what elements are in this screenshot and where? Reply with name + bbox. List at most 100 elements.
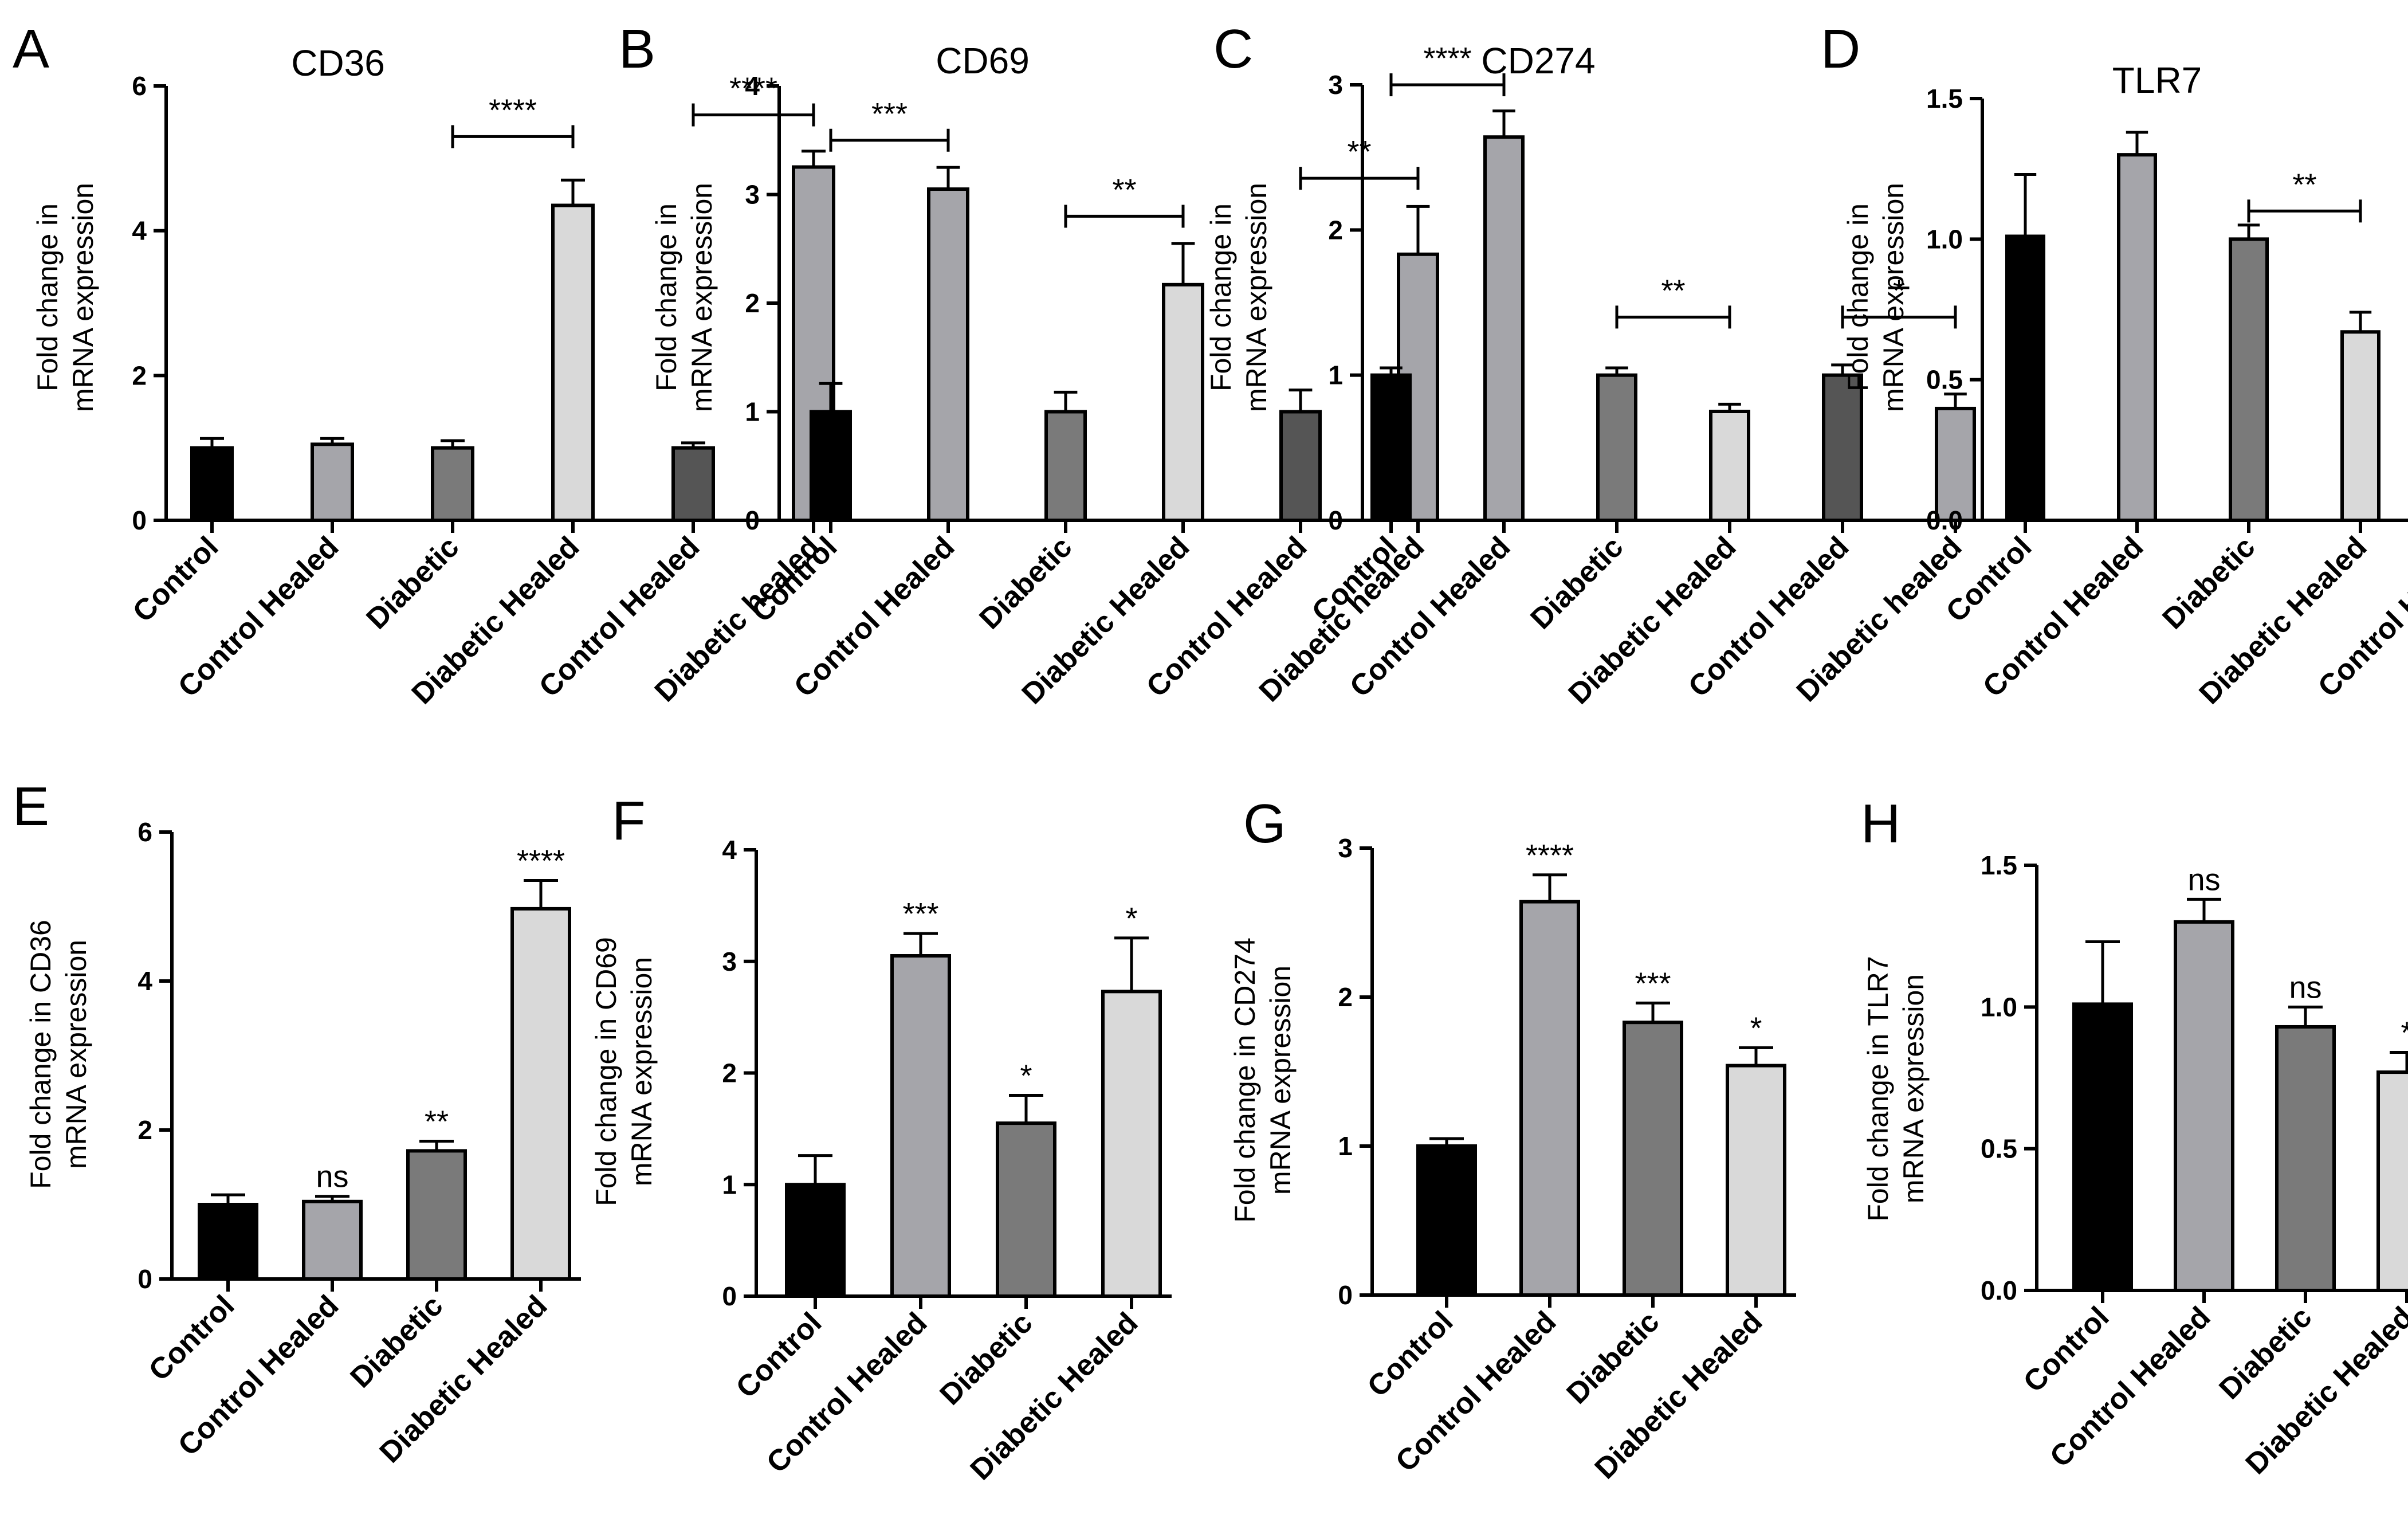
significance-label: *: [1020, 1058, 1032, 1093]
bar: [890, 954, 951, 1298]
x-tick-label: Control: [127, 530, 225, 629]
panel-letter: F: [612, 790, 646, 852]
y-tick-label: 1.0: [1981, 992, 2017, 1022]
bar: [2072, 1002, 2133, 1293]
y-axis-label-line-2: mRNA expression: [686, 183, 718, 412]
bar: [2005, 234, 2045, 522]
y-axis-label-line-2: mRNA expression: [626, 957, 658, 1186]
bracket-label: ****: [729, 72, 777, 106]
y-tick-label: 2: [1328, 215, 1343, 245]
bar: [1370, 373, 1412, 523]
y-tick-label: 0: [1338, 1280, 1353, 1310]
x-tick-label: Diabetic Healed: [2240, 1300, 2408, 1481]
y-tick-label: 0: [722, 1281, 737, 1311]
y-axis-label: Fold change in TLR7 mRNA expression: [1862, 956, 1930, 1221]
y-tick-label: 4: [132, 216, 147, 246]
bar: [810, 410, 852, 522]
y-axis-label: Fold change in CD69 mRNA expression: [590, 937, 658, 1206]
y-tick-label: 0.0: [1926, 505, 1963, 535]
bracket-label: *: [1893, 273, 1905, 308]
y-tick-label: 4: [722, 835, 737, 865]
panel-g: G Fold change in CD274 mRNA expression 0…: [1229, 793, 1796, 1485]
y-axis-label-line-2: mRNA expression: [1264, 966, 1297, 1195]
bar: [1709, 410, 1750, 522]
bar: [198, 1203, 258, 1281]
y-tick-label: 1: [1328, 360, 1343, 390]
x-tick-label: Diabetic: [1560, 1305, 1665, 1410]
y-axis-label: Fold change in mRNA expression: [1205, 183, 1272, 412]
bracket-label: ****: [489, 93, 537, 127]
y-axis-label-line-1: Fold change in CD69: [590, 937, 622, 1206]
bracket-label: ***: [871, 97, 908, 131]
bar: [1416, 1144, 1477, 1297]
x-tick-label: Diabetic: [2156, 530, 2261, 635]
bar: [311, 442, 354, 522]
y-axis-label-line-2: mRNA expression: [1898, 974, 1930, 1203]
bar: [2117, 153, 2157, 522]
bar: [2376, 1070, 2408, 1293]
x-tick-label: Diabetic: [344, 1289, 449, 1394]
chart-title: CD69: [936, 40, 1030, 81]
y-tick-label: 2: [132, 360, 147, 390]
bracket-label: **: [1661, 273, 1685, 308]
y-axis-label-line-2: mRNA expression: [1877, 183, 1910, 412]
bar: [1162, 283, 1204, 522]
bar: [785, 1183, 846, 1298]
y-axis-label-line-1: Fold change in CD36: [25, 920, 57, 1189]
significance-label: ns: [316, 1160, 348, 1194]
x-tick-label: Diabetic: [933, 1306, 1039, 1411]
significance-label: ****: [517, 844, 565, 878]
significance-label: **: [425, 1105, 449, 1139]
y-tick-label: 2: [745, 288, 760, 318]
x-tick-label: Control: [730, 1306, 828, 1404]
bracket-label: **: [1112, 172, 1136, 207]
y-tick-label: 2: [1338, 982, 1353, 1012]
y-tick-label: 4: [745, 71, 760, 101]
y-tick-label: 3: [1338, 833, 1353, 863]
y-tick-label: 0: [138, 1264, 152, 1294]
bar: [1726, 1064, 1786, 1297]
bracket-label: **: [1347, 135, 1371, 169]
x-tick-label: Diabetic: [360, 530, 465, 635]
significance-label: ns: [2187, 862, 2220, 897]
y-tick-label: 1: [722, 1170, 737, 1199]
y-axis-label-line-1: Fold change in TLR7: [1862, 956, 1894, 1221]
y-tick-label: 0.5: [1926, 365, 1963, 395]
bar: [1044, 410, 1087, 522]
bar: [302, 1199, 363, 1281]
bar: [1279, 410, 1322, 522]
significance-label: ns: [2289, 970, 2321, 1005]
bar: [1822, 373, 1863, 523]
chart-title: CD274: [1481, 40, 1595, 81]
bar: [927, 187, 969, 522]
y-tick-label: 1.5: [1981, 850, 2017, 880]
bar: [1483, 135, 1525, 522]
x-tick-label: Control: [1361, 1305, 1460, 1403]
y-axis-label: Fold change in mRNA expression: [650, 183, 718, 412]
bar: [551, 203, 595, 522]
y-tick-label: 0.5: [1981, 1134, 2017, 1164]
panel-e: E Fold change in CD36 mRNA expression 0 2…: [13, 776, 581, 1469]
y-axis-label: Fold change in mRNA expression: [1842, 183, 1910, 412]
panel-h: H Fold change in TLR7 mRNA expression 0.…: [1861, 793, 2408, 1481]
bar: [1519, 900, 1580, 1297]
y-tick-label: 3: [722, 947, 737, 976]
y-tick-label: 1.5: [1926, 84, 1963, 113]
bar: [2229, 237, 2269, 522]
panel-letter: B: [619, 18, 655, 80]
panel-letter: E: [13, 776, 49, 837]
bar: [1623, 1021, 1683, 1297]
bar: [510, 907, 571, 1281]
bar: [1596, 373, 1637, 523]
y-axis-label: Fold change in CD36 mRNA expression: [25, 920, 92, 1189]
x-tick-label: Control: [143, 1289, 241, 1387]
bracket-label: **: [2292, 167, 2316, 202]
significance-label: *: [1750, 1011, 1762, 1045]
significance-label: ***: [902, 897, 938, 931]
y-axis-label-line-1: Fold change in: [1205, 203, 1237, 391]
significance-label: ***: [1635, 966, 1671, 1001]
y-axis-label-line-1: Fold change in CD274: [1229, 937, 1261, 1223]
y-tick-label: 2: [722, 1058, 737, 1088]
y-axis-label-line-2: mRNA expression: [1240, 183, 1272, 412]
